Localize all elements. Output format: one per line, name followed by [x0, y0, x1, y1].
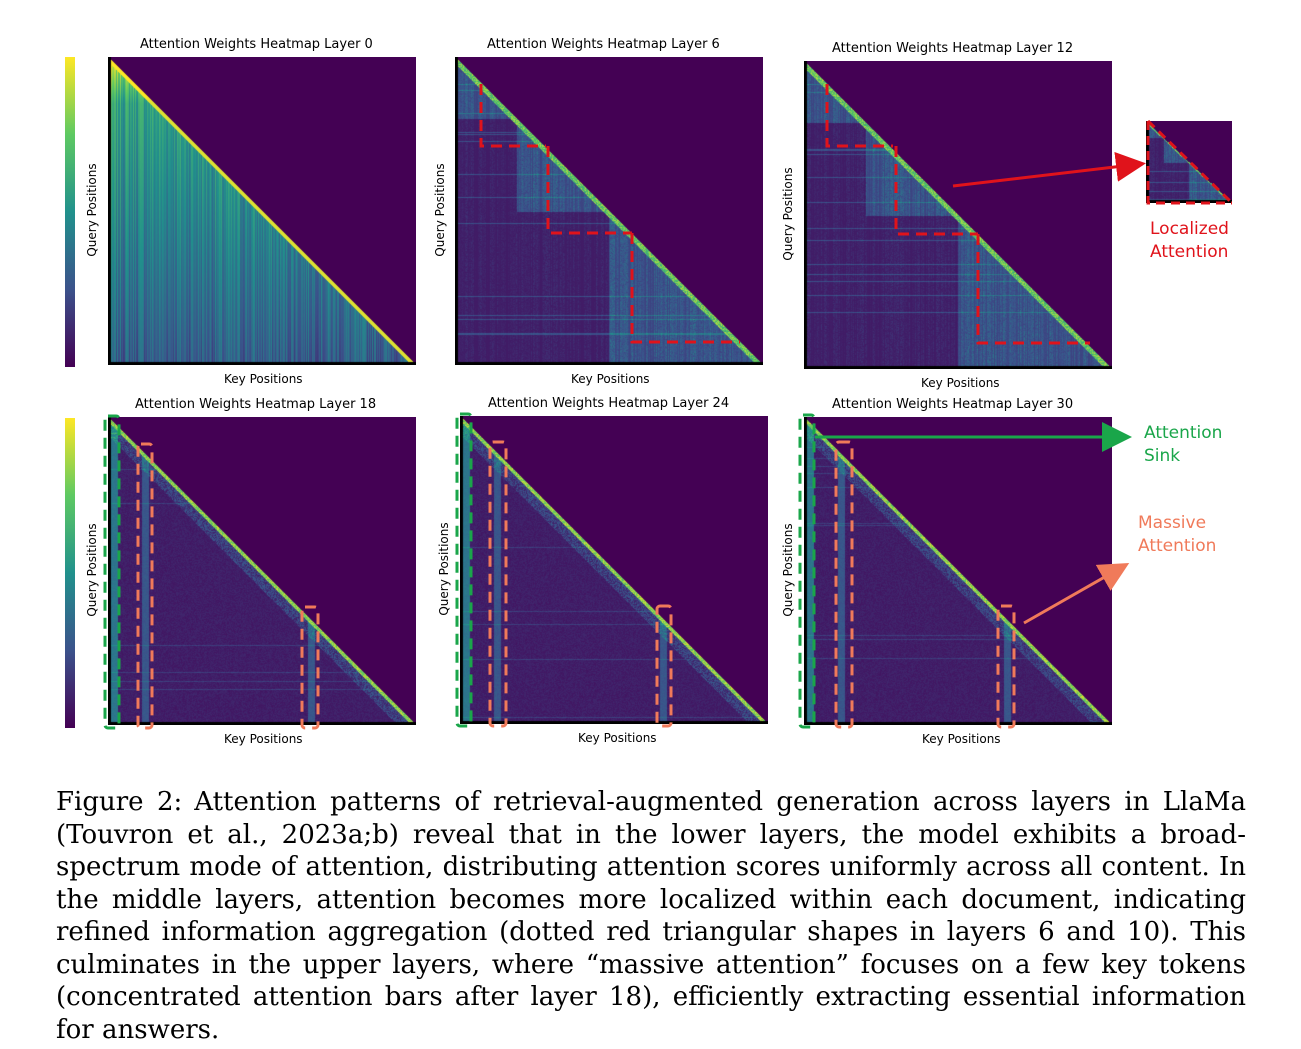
heatmap-layer-12 — [804, 61, 1112, 369]
figure-caption: Figure 2: Attention patterns of retrieval… — [56, 786, 1246, 1046]
panel-title-layer-0: Attention Weights Heatmap Layer 0 — [140, 37, 373, 52]
sink-boxes — [103, 412, 816, 730]
massive-label-line2: Attention — [1138, 536, 1217, 556]
annotation-overlay — [103, 84, 1234, 730]
heatmap-layer-30 — [804, 417, 1112, 725]
panel-title-layer-30: Attention Weights Heatmap Layer 30 — [832, 397, 1074, 412]
massive-arrow — [1023, 563, 1130, 625]
sink-label-line1: Attention — [1144, 423, 1223, 443]
heatmap-layer-6 — [455, 57, 763, 365]
panel-title-layer-24: Attention Weights Heatmap Layer 24 — [488, 396, 730, 411]
figure-label: Figure 2: — [56, 787, 183, 817]
localized-arrow — [952, 151, 1146, 188]
massive-attention-label: Massive Attention — [1138, 512, 1216, 558]
localized-attention-label: Localized Attention — [1150, 218, 1229, 264]
localized-label-line2: Attention — [1150, 242, 1229, 262]
localized-inset-outline — [1146, 121, 1232, 205]
localized-boxes-layer-6 — [479, 84, 740, 344]
figure: Attention Weights Heatmap Layer 0 Query … — [65, 37, 1234, 746]
colorbar-bottom — [65, 418, 75, 728]
sink-label-line2: Sink — [1144, 446, 1181, 466]
panel-title-layer-6: Attention Weights Heatmap Layer 6 — [487, 37, 720, 52]
localized-inset-diagonal — [1146, 119, 1234, 205]
massive-label-line1: Massive — [1138, 513, 1207, 533]
xlabel-layer-12: Key Positions — [921, 376, 1000, 390]
massive-boxes — [136, 440, 1016, 730]
xlabel-layer-6: Key Positions — [571, 372, 650, 386]
attention-sink-label: Attention Sink — [1144, 422, 1222, 468]
heatmap-layer-0 — [108, 57, 416, 365]
localized-label-line1: Localized — [1150, 219, 1229, 239]
caption-text: Attention patterns of retrieval-augmente… — [56, 787, 1246, 1045]
xlabel-layer-0: Key Positions — [224, 372, 303, 386]
localized-boxes-layer-12 — [825, 84, 1090, 345]
xlabel-layer-30: Key Positions — [922, 732, 1001, 746]
colorbar-top — [65, 57, 75, 367]
panel-title-layer-12: Attention Weights Heatmap Layer 12 — [832, 41, 1074, 56]
heatmap-layer-18 — [108, 417, 416, 725]
heatmap-layer-24 — [460, 416, 768, 724]
panel-title-layer-18: Attention Weights Heatmap Layer 18 — [135, 397, 377, 412]
xlabel-layer-24: Key Positions — [578, 731, 657, 745]
xlabel-layer-18: Key Positions — [224, 732, 303, 746]
